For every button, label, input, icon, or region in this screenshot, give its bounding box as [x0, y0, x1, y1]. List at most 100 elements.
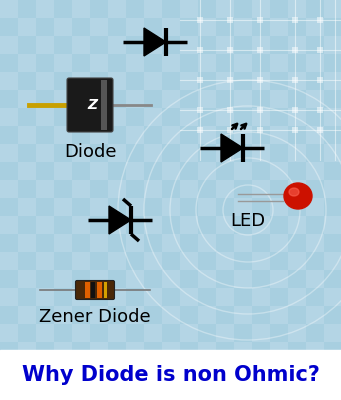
Bar: [234, 234, 252, 252]
Bar: [54, 54, 72, 72]
Bar: [252, 108, 270, 126]
Bar: [144, 0, 162, 18]
Bar: [72, 288, 90, 306]
Bar: [317, 127, 323, 133]
FancyBboxPatch shape: [67, 78, 113, 132]
Bar: [306, 90, 324, 108]
Bar: [144, 288, 162, 306]
Bar: [257, 17, 263, 23]
Bar: [0, 288, 18, 306]
Bar: [54, 234, 72, 252]
Bar: [36, 252, 54, 270]
Bar: [126, 378, 144, 396]
Bar: [72, 108, 90, 126]
Bar: [90, 54, 108, 72]
Bar: [162, 126, 180, 144]
Bar: [252, 360, 270, 378]
Bar: [234, 378, 252, 396]
Bar: [18, 234, 36, 252]
Bar: [54, 162, 72, 180]
Bar: [306, 234, 324, 252]
Bar: [324, 144, 341, 162]
Bar: [180, 252, 198, 270]
Bar: [288, 72, 306, 90]
Bar: [198, 18, 216, 36]
Bar: [270, 54, 288, 72]
Bar: [270, 90, 288, 108]
Bar: [144, 324, 162, 342]
Text: Why Diode is non Ohmic?: Why Diode is non Ohmic?: [21, 365, 320, 385]
Bar: [324, 396, 341, 400]
Bar: [162, 270, 180, 288]
Bar: [270, 162, 288, 180]
Bar: [324, 324, 341, 342]
Text: Zener Diode: Zener Diode: [39, 308, 151, 326]
Bar: [72, 252, 90, 270]
Bar: [18, 126, 36, 144]
Bar: [292, 107, 298, 113]
Bar: [91, 282, 95, 298]
Bar: [72, 396, 90, 400]
Bar: [18, 198, 36, 216]
Bar: [54, 126, 72, 144]
Bar: [0, 72, 18, 90]
Bar: [324, 252, 341, 270]
Bar: [306, 270, 324, 288]
Bar: [198, 162, 216, 180]
Bar: [288, 144, 306, 162]
Bar: [90, 162, 108, 180]
Bar: [198, 126, 216, 144]
Bar: [216, 216, 234, 234]
Bar: [234, 18, 252, 36]
Bar: [90, 198, 108, 216]
Bar: [197, 47, 203, 53]
Bar: [216, 324, 234, 342]
Bar: [252, 144, 270, 162]
Bar: [257, 77, 263, 83]
Bar: [126, 126, 144, 144]
Bar: [36, 72, 54, 90]
Bar: [324, 108, 341, 126]
Bar: [162, 378, 180, 396]
Bar: [317, 77, 323, 83]
Bar: [108, 396, 126, 400]
Bar: [144, 360, 162, 378]
Bar: [162, 54, 180, 72]
Bar: [72, 216, 90, 234]
Bar: [36, 360, 54, 378]
Bar: [0, 0, 18, 18]
Bar: [72, 144, 90, 162]
Bar: [234, 54, 252, 72]
Bar: [36, 180, 54, 198]
Bar: [324, 0, 341, 18]
Bar: [54, 378, 72, 396]
Bar: [144, 396, 162, 400]
Bar: [227, 107, 233, 113]
Bar: [72, 0, 90, 18]
Bar: [144, 216, 162, 234]
Bar: [306, 54, 324, 72]
Bar: [234, 126, 252, 144]
Polygon shape: [109, 206, 131, 234]
Bar: [18, 18, 36, 36]
Bar: [0, 360, 18, 378]
Bar: [126, 270, 144, 288]
Bar: [54, 342, 72, 360]
Bar: [126, 342, 144, 360]
Text: LED: LED: [231, 212, 266, 230]
Bar: [180, 72, 198, 90]
Bar: [216, 36, 234, 54]
Bar: [270, 378, 288, 396]
Bar: [216, 288, 234, 306]
Bar: [252, 36, 270, 54]
Bar: [72, 36, 90, 54]
Bar: [108, 288, 126, 306]
Bar: [216, 252, 234, 270]
Bar: [0, 396, 18, 400]
Bar: [198, 90, 216, 108]
Bar: [227, 17, 233, 23]
Bar: [126, 162, 144, 180]
Bar: [18, 90, 36, 108]
Bar: [0, 324, 18, 342]
Bar: [90, 270, 108, 288]
